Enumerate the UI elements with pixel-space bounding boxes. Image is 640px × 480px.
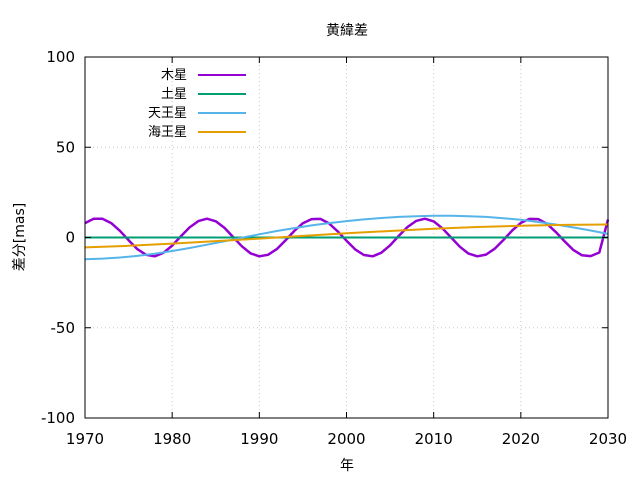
- legend-label: 天王星: [148, 106, 187, 121]
- y-tick-label: 100: [46, 48, 75, 66]
- legend-label: 木星: [161, 68, 187, 83]
- legend-label: 土星: [161, 87, 187, 102]
- x-tick-label: 2000: [327, 430, 365, 448]
- series-line-4: [84, 223, 609, 249]
- series-layer: [84, 214, 610, 261]
- y-axis-label: 差分[mas]: [12, 203, 28, 271]
- y-tick-label: 0: [65, 229, 75, 247]
- series-line-3: [84, 214, 609, 261]
- chart-title: 黄緯差: [326, 22, 368, 39]
- x-axis-label: 年: [340, 458, 354, 474]
- tick-layer: 1970 1980 1990 2000 2010 2020 2030 -100 -50 0 50 10…: [41, 48, 627, 448]
- y-tick-label: 50: [56, 138, 75, 156]
- x-tick-label: 1970: [66, 430, 104, 448]
- y-tick-label: -50: [51, 319, 76, 337]
- x-tick-label: 2030: [589, 430, 627, 448]
- legend-label: 海王星: [148, 125, 187, 140]
- y-tick-label: -100: [41, 409, 75, 427]
- x-tick-label: 2010: [415, 430, 453, 448]
- series-line-1: [84, 217, 610, 258]
- x-tick-label: 1990: [240, 430, 278, 448]
- x-tick-label: 1980: [153, 430, 191, 448]
- x-tick-label: 2020: [502, 430, 540, 448]
